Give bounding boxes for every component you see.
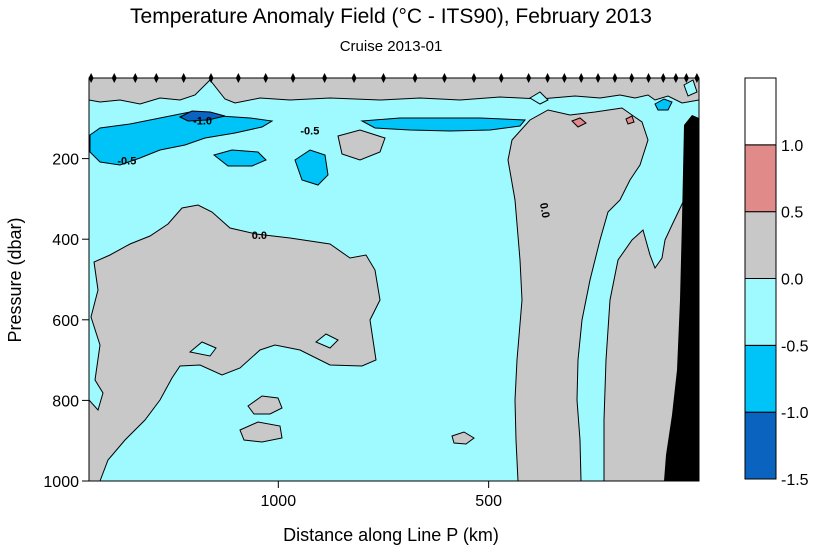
region-neg05-to-0-island-a — [188, 341, 217, 357]
station-marker — [208, 73, 214, 83]
station-marker — [111, 73, 117, 83]
region-neg1-to-neg05-blob-b — [294, 149, 329, 186]
x-tick-label: 1000 — [261, 493, 297, 510]
colorbar-tick-label: -1.5 — [781, 472, 809, 489]
region-0-to-05-central-ridge — [507, 107, 649, 481]
station-marker — [694, 73, 700, 83]
station-marker — [132, 73, 138, 83]
station-marker — [612, 73, 618, 83]
colorbar-tick-label: -0.5 — [781, 338, 809, 355]
station-marker — [471, 73, 477, 83]
region-neg1-to-neg05-blob-a — [212, 149, 267, 167]
plot-area — [88, 77, 700, 482]
station-marker — [673, 73, 679, 83]
region-05-to-1-b — [625, 115, 635, 125]
region-0-to-05-east-ridge — [603, 199, 685, 481]
station-marker — [322, 73, 328, 83]
y-axis-label: Pressure (dbar) — [5, 217, 25, 342]
region-neg1-to-neg05-mid — [360, 117, 527, 132]
colorbar-tick-label: 0.5 — [781, 205, 803, 222]
station-marker — [412, 73, 418, 83]
contour-label: 0.0 — [252, 230, 267, 242]
contour-label: -0.5 — [117, 156, 136, 168]
station-marker — [660, 73, 666, 83]
chart-title: Temperature Anomaly Field (°C - ITS90), … — [130, 5, 652, 28]
station-marker — [595, 73, 601, 83]
x-tick-label: 500 — [475, 493, 502, 510]
chart-subtitle: Cruise 2013-01 — [340, 38, 443, 55]
region-0-to-05-surface — [89, 78, 699, 105]
contour-labels: -1.0 -0.5 -0.5 0.0 0.0 — [117, 115, 551, 242]
region-0-to-05-patch-a — [247, 395, 283, 415]
contour-label: 0.0 — [537, 202, 551, 219]
x-axis-label: Distance along Line P (km) — [283, 525, 499, 545]
station-marker — [498, 73, 504, 83]
station-marker — [578, 73, 584, 83]
station-marker — [545, 73, 551, 83]
station-marker — [290, 73, 296, 83]
station-marker — [441, 73, 447, 83]
region-neg05-to-0-island-b — [315, 333, 339, 349]
station-marker — [380, 73, 386, 83]
colorbar-swatch — [744, 211, 777, 280]
y-tick-label: 200 — [52, 152, 79, 169]
region-neg05-to-0-island-d — [683, 79, 698, 97]
region-0-to-05-patch-b — [239, 421, 283, 443]
colorbar-tick-label: -1.0 — [781, 405, 809, 422]
region-0-to-05-patch-d — [337, 129, 386, 161]
station-marker — [351, 73, 357, 83]
plot-frame — [88, 77, 700, 482]
colorbar-swatch — [744, 77, 777, 146]
contour-label: -0.5 — [300, 125, 319, 137]
region-05-to-1-a — [571, 117, 587, 128]
region-neg1-to-neg05-west — [89, 111, 274, 166]
colorbar-swatch — [744, 278, 777, 346]
region-neg1-to-neg05-east — [654, 98, 673, 111]
station-marker — [88, 73, 94, 83]
station-marker — [629, 73, 635, 83]
colorbar: 1.0 0.5 0.0 -0.5 -1.0 -1.5 — [744, 77, 809, 489]
station-marker — [526, 73, 532, 83]
region-neg15-to-neg1 — [178, 110, 226, 122]
station-marker — [153, 73, 159, 83]
region-0-to-05-west-mass — [89, 204, 381, 481]
contour-label: -1.0 — [193, 115, 212, 127]
region-neg05-to-0-island-c — [529, 91, 549, 105]
colorbar-tick-label: 0.0 — [781, 272, 803, 289]
station-marker — [561, 73, 567, 83]
y-tick-label: 400 — [52, 232, 79, 249]
colorbar-tick-label: 1.0 — [781, 138, 803, 155]
station-marker — [235, 73, 241, 83]
station-marker — [181, 73, 187, 83]
station-markers — [88, 73, 700, 83]
station-marker — [646, 73, 652, 83]
station-marker — [263, 73, 269, 83]
y-tick-label: 600 — [52, 313, 79, 330]
bathymetry-slope — [664, 115, 699, 481]
station-marker — [683, 73, 689, 83]
y-tick-label: 800 — [52, 393, 79, 410]
colorbar-swatch — [744, 344, 777, 413]
colorbar-swatch — [744, 144, 777, 213]
y-tick-label: 1000 — [43, 474, 79, 491]
colorbar-swatch — [744, 411, 777, 480]
region-0-to-05-patch-c — [451, 431, 475, 445]
y-axis: 200 400 600 800 1000 — [43, 152, 89, 491]
x-axis: 1000 500 — [261, 481, 502, 510]
